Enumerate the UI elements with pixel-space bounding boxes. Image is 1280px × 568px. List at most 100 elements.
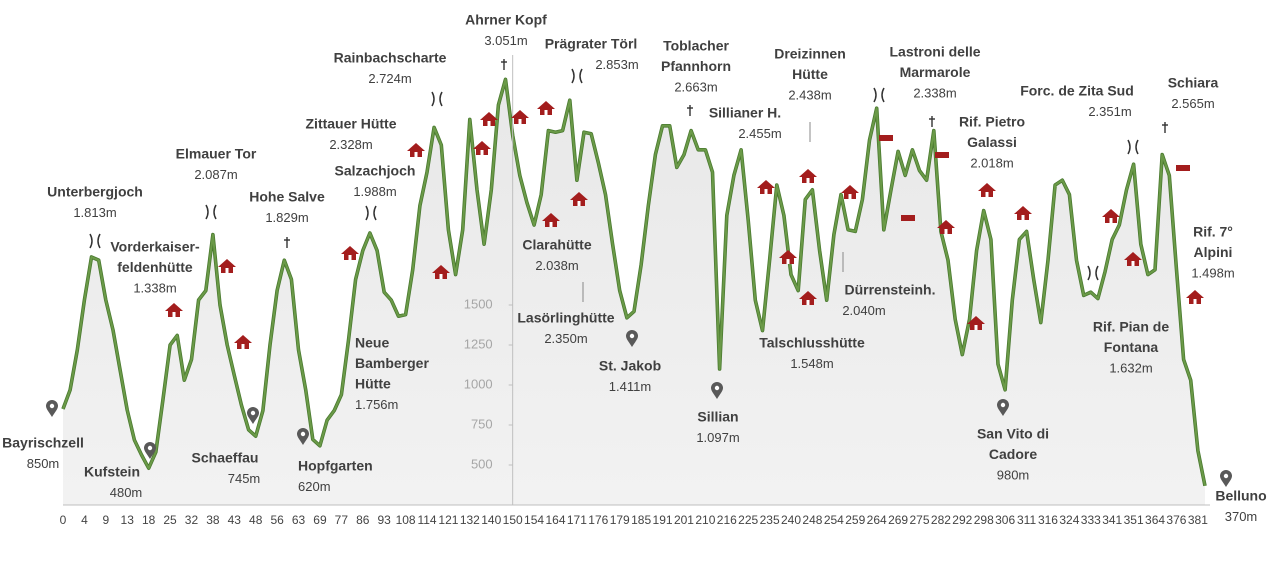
place-name: Hütte	[355, 376, 391, 392]
pin	[997, 399, 1009, 416]
hut-door	[944, 229, 948, 234]
place-name: Salzachjoch	[335, 163, 416, 179]
hut-icon	[799, 291, 817, 305]
place-name: Pfannhorn	[661, 58, 731, 74]
x-tick-label: 171	[567, 513, 587, 527]
x-tick-label: 381	[1188, 513, 1208, 527]
place-elevation: 2.853m	[595, 57, 638, 72]
place-name: Unterbergjoch	[47, 184, 143, 200]
place-elevation: 1.548m	[790, 356, 833, 371]
pin-icon	[711, 382, 723, 399]
hut-door	[225, 268, 229, 273]
x-tick-label: 114	[417, 513, 436, 527]
x-tick-label: 351	[1124, 513, 1144, 527]
pass-icon	[1127, 139, 1139, 155]
pin-hole	[250, 410, 256, 416]
place-name: Rif. Pietro	[959, 114, 1025, 130]
hut-door	[241, 344, 245, 349]
pin-icon	[997, 399, 1009, 416]
x-tick-label: 201	[674, 513, 694, 527]
x-tick-label: 275	[909, 513, 929, 527]
pin-hole	[714, 385, 720, 391]
x-tick-label: 292	[952, 513, 972, 527]
bivouac-icon	[935, 152, 949, 158]
x-tick-label: 108	[396, 513, 416, 527]
place-elevation: 2.338m	[913, 85, 956, 100]
hut-door	[172, 312, 176, 317]
pass-icon	[365, 205, 377, 221]
hut-icon	[165, 303, 183, 317]
x-tick-label: 25	[163, 513, 177, 527]
pass-icon	[89, 233, 101, 249]
place-elevation: 1.988m	[353, 184, 396, 199]
hut-roof	[1102, 209, 1120, 217]
place-name: Bayrischzell	[2, 435, 84, 451]
hut-roof	[1014, 206, 1032, 214]
place-elevation: 370m	[1225, 509, 1258, 524]
area	[63, 79, 1205, 506]
hut-icon	[1102, 209, 1120, 223]
hut-door	[1131, 261, 1135, 266]
hut-roof	[978, 183, 996, 191]
hut-icon	[1014, 206, 1032, 220]
place-name: Kufstein	[84, 464, 140, 480]
place-name: Schiara	[1168, 75, 1219, 91]
hut-roof	[757, 180, 775, 188]
place-elevation: 2.350m	[544, 331, 587, 346]
place-elevation: 2.455m	[738, 126, 781, 141]
x-tick-label: 254	[824, 513, 844, 527]
hut-door	[577, 201, 581, 206]
x-tick-label: 48	[249, 513, 263, 527]
place-elevation: 1.411m	[609, 379, 651, 394]
profile-line	[62, 78, 1206, 486]
hut-door	[806, 300, 810, 305]
hut-door	[549, 222, 553, 227]
place-name: Clarahütte	[522, 237, 591, 253]
pin-icon	[297, 428, 309, 445]
hut-icon	[407, 143, 425, 157]
hut-roof	[473, 141, 491, 149]
x-tick-label: 154	[524, 513, 544, 527]
place-name: Forc. de Zita Sud	[1020, 83, 1134, 99]
place-name: Elmauer Tor	[176, 146, 257, 162]
pass-icon	[205, 204, 217, 220]
y-tick-label: 1500	[464, 296, 493, 311]
hut-roof	[799, 291, 817, 299]
place-name: Dürrensteinh.	[844, 282, 935, 298]
x-tick-label: 164	[545, 513, 565, 527]
x-tick-label: 93	[378, 513, 392, 527]
hut-door	[414, 152, 418, 157]
hut-door	[439, 274, 443, 279]
place-elevation: 745m	[228, 471, 261, 486]
x-tick-label: 32	[185, 513, 199, 527]
pin-hole	[629, 333, 635, 339]
place-elevation: 1.632m	[1109, 360, 1152, 375]
pin	[144, 442, 156, 459]
hut-roof	[511, 110, 529, 118]
pin	[1220, 470, 1232, 487]
x-tick-label: 333	[1081, 513, 1101, 527]
hut-icon	[341, 246, 359, 260]
x-tick-label: 63	[292, 513, 306, 527]
pass-icon	[873, 87, 885, 103]
place-elevation: 850m	[27, 456, 60, 471]
place-name: Prägrater Törl	[545, 36, 638, 52]
bivouac-icon	[1176, 165, 1190, 171]
x-tick-label: 235	[760, 513, 780, 527]
hut-icon	[1124, 252, 1142, 266]
pin-hole	[300, 431, 306, 437]
pin-icon	[46, 400, 58, 417]
x-tick-label: 176	[588, 513, 608, 527]
pin-hole	[147, 445, 153, 451]
hut-roof	[841, 185, 859, 193]
x-tick-label: 56	[270, 513, 284, 527]
x-tick-label: 38	[206, 513, 220, 527]
place-name: Schaeffau	[192, 450, 259, 466]
hut-icon	[218, 259, 236, 273]
hut-door	[348, 255, 352, 260]
hut-icon	[978, 183, 996, 197]
x-tick-label: 298	[974, 513, 994, 527]
pin-hole	[49, 403, 55, 409]
hut-icon	[779, 250, 797, 264]
pass-icon	[571, 68, 583, 84]
